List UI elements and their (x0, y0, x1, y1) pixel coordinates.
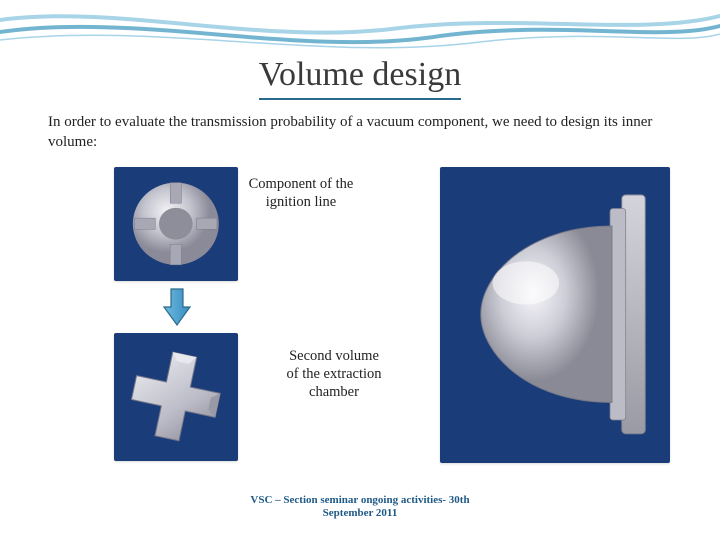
caption-chamber: Second volume of the extraction chamber (282, 347, 386, 401)
intro-text: In order to evaluate the transmission pr… (48, 112, 672, 153)
footer-line-2: September 2011 (0, 507, 720, 520)
content-area: Component of the ignition line Second vo… (48, 161, 672, 481)
page-title: Volume design (259, 56, 461, 100)
gear-icon (125, 177, 227, 270)
image-component-top (114, 167, 238, 281)
dome-icon (454, 187, 656, 442)
footer-line-1: VSC – Section seminar ongoing activities… (0, 494, 720, 507)
caption-component: Component of the ignition line (246, 175, 356, 211)
arrow-down-icon (162, 287, 192, 327)
footer: VSC – Section seminar ongoing activities… (0, 494, 720, 520)
image-component-bottom (114, 333, 238, 461)
image-chamber (440, 167, 670, 463)
cross-block-icon (125, 344, 227, 449)
